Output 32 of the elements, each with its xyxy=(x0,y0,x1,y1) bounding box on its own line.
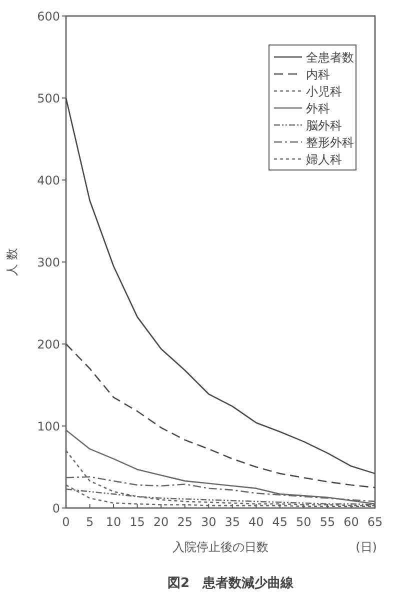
x-tick-label: 15 xyxy=(130,515,145,529)
y-tick-label: 200 xyxy=(37,338,60,352)
x-tick-label: 40 xyxy=(248,515,264,529)
y-axis-title: 人 数 xyxy=(5,248,19,276)
text: (日) xyxy=(356,540,377,554)
x-tick-label: 30 xyxy=(200,515,216,529)
x-tick-label: 25 xyxy=(177,515,192,529)
y-tick-label: 100 xyxy=(37,420,60,434)
legend-label: 婦人科 xyxy=(306,152,342,166)
x-tick-label: 10 xyxy=(106,515,122,529)
x-tick-label: 0 xyxy=(62,515,70,529)
x-tick-label: 20 xyxy=(153,515,169,529)
legend-label: 脳外科 xyxy=(306,118,342,132)
x-tick-label: 60 xyxy=(344,515,359,529)
legend-label: 内科 xyxy=(306,68,330,82)
y-tick-label: 300 xyxy=(37,256,60,270)
y-tick-label: 400 xyxy=(37,174,60,188)
x-tick-label: 50 xyxy=(296,515,312,529)
x-axis-title: 入院停止後の日数 xyxy=(172,540,268,554)
y-tick-label: 600 xyxy=(37,10,60,24)
legend-label: 整形外科 xyxy=(306,136,354,150)
x-tick-label: 65 xyxy=(367,515,383,529)
x-tick-label: 35 xyxy=(224,515,240,529)
x-tick-label: 55 xyxy=(320,515,336,529)
text: 図2 患者数減少曲線 xyxy=(167,575,295,591)
legend-label: 全患者数 xyxy=(306,50,354,64)
y-tick-label: 500 xyxy=(37,92,60,106)
x-tick-label: 45 xyxy=(272,515,288,529)
legend-label: 小児科 xyxy=(306,84,342,98)
legend-label: 外科 xyxy=(306,102,330,116)
x-tick-label: 5 xyxy=(86,515,94,529)
y-tick-label: 0 xyxy=(52,502,60,516)
